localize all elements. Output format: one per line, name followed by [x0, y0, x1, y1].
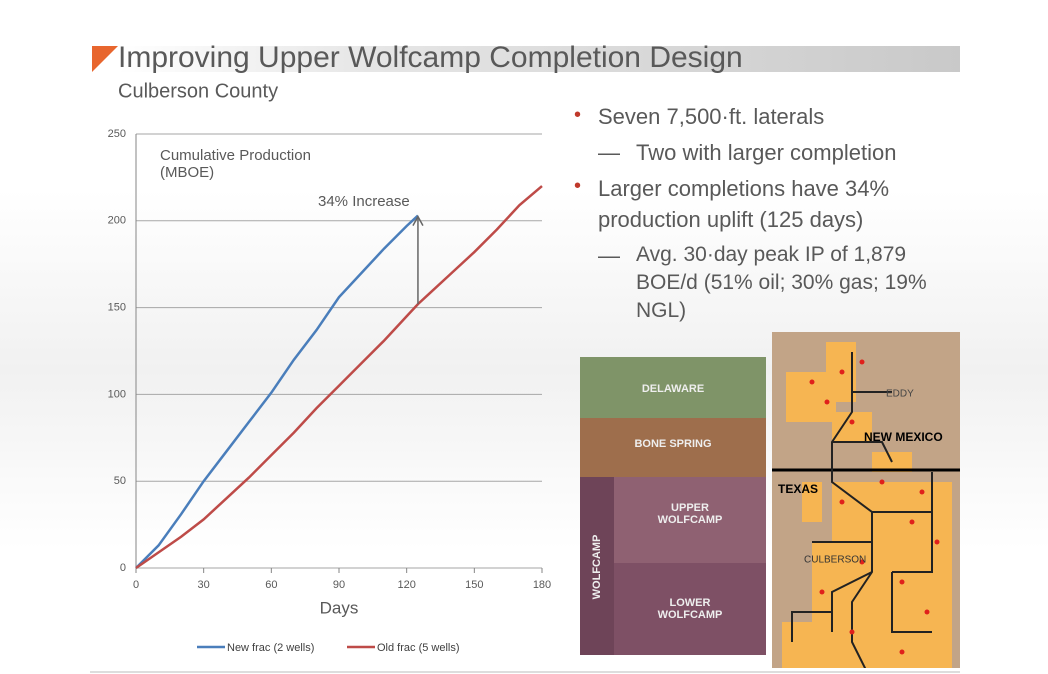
x-tick-label: 0 — [133, 579, 139, 591]
x-axis-label: Days — [320, 598, 359, 617]
bullet-dot: • — [574, 175, 582, 197]
series-line — [135, 185, 543, 570]
chart: Cumulative Production (MBOE) 34% Increase… — [108, 128, 552, 654]
layer-box: LOWER WOLFCAMP — [657, 597, 723, 621]
layer-label: UPPER WOLFCAMP — [657, 502, 723, 526]
legend-label: Old frac (5 wells) — [377, 642, 460, 654]
x-tick-label: 30 — [198, 579, 210, 591]
bullet: Larger completions have 34% production u… — [598, 176, 890, 232]
x-tick-label: 60 — [265, 579, 277, 591]
x-tick-label: 150 — [465, 579, 483, 591]
dash: — — [598, 243, 620, 268]
y-tick-label: 50 — [114, 475, 126, 487]
map: EDDY NEW MEXICO TEXAS CULBERSON — [772, 332, 960, 668]
map-label: CULBERSON — [804, 555, 866, 566]
y-tick-label: 250 — [108, 128, 126, 140]
strat-column: DELAWARE BONE SPRING UPPER WOLFCAMP LOWE… — [580, 357, 766, 655]
slide-title: Improving Upper Wolfcamp Completion Desi… — [118, 41, 743, 74]
map-label: TEXAS — [778, 482, 818, 496]
slide-subtitle: Culberson County — [118, 80, 278, 102]
legend-label: New frac (2 wells) — [227, 642, 314, 654]
x-tick-label: 180 — [533, 579, 551, 591]
x-tick-label: 120 — [397, 579, 415, 591]
layer-label: DELAWARE — [642, 383, 704, 395]
sub-bullet: Two with larger completion — [636, 140, 897, 165]
annotation: Cumulative Production (MBOE) — [160, 147, 311, 181]
layer-label: LOWER WOLFCAMP — [657, 597, 723, 621]
bullet-dot: • — [574, 104, 582, 126]
arrow-head — [412, 215, 424, 226]
x-tick-label: 90 — [333, 579, 345, 591]
series-line — [135, 214, 419, 569]
map-label: NEW MEXICO — [864, 430, 943, 444]
bullet: Seven 7,500·ft. laterals — [598, 104, 825, 129]
y-tick-label: 100 — [108, 388, 126, 400]
y-tick-label: 200 — [108, 215, 126, 227]
dash: — — [598, 140, 620, 165]
layer-label: BONE SPRING — [634, 438, 711, 450]
layer-box: UPPER WOLFCAMP — [657, 502, 723, 526]
y-tick-label: 150 — [108, 302, 126, 314]
y-tick-label: 0 — [120, 562, 126, 574]
group-label: WOLFCAMP — [591, 535, 603, 600]
sub-bullet: Avg. 30·day peak IP of 1,879 BOE/d (51% … — [636, 243, 927, 322]
map-label: EDDY — [886, 389, 914, 400]
annotation: 34% Increase — [318, 193, 410, 210]
